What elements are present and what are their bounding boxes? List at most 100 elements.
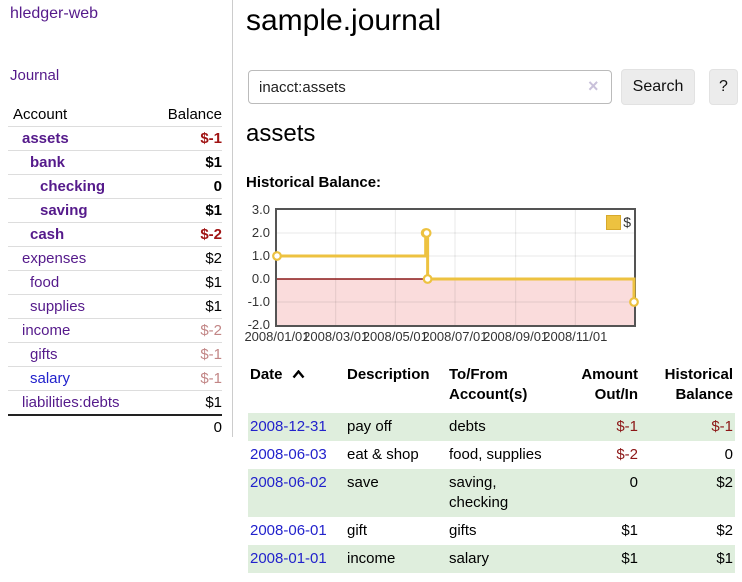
transaction-date-link[interactable]: 2008-06-03: [250, 446, 327, 463]
account-row-food: food $1: [8, 270, 222, 295]
accounts-total-balance: 0: [213, 419, 222, 436]
register-row[interactable]: 2008-06-02 save saving, checking 0 $2: [248, 469, 735, 517]
account-row-saving: saving $1: [8, 198, 222, 223]
account-row-income: income $-2: [8, 318, 222, 343]
transaction-balance: $1: [716, 550, 733, 567]
account-balance: 0: [213, 178, 222, 195]
account-balance: $1: [205, 394, 222, 411]
transaction-description: gift: [347, 522, 368, 539]
account-row-checking: checking 0: [8, 174, 222, 199]
accounts-header-row: Account Balance: [8, 103, 222, 127]
y-axis-tick-label: 3.0: [251, 202, 270, 217]
account-heading: assets: [246, 120, 316, 147]
historical-column-header: Historical Balance: [664, 366, 733, 403]
chart-title: Historical Balance:: [246, 174, 382, 191]
x-axis-tick-label: 2008/11/01: [543, 329, 608, 344]
legend-label: $: [623, 214, 631, 230]
page-title: sample.journal: [246, 4, 442, 37]
chart-canvas: [272, 210, 639, 325]
x-axis-tick-label: 2008/05/01: [362, 329, 428, 344]
account-balance: $1: [205, 202, 222, 219]
accounts-table: Account Balance assets $-1 bank $1 check…: [8, 103, 222, 439]
account-balance: $1: [205, 274, 222, 291]
y-axis-tick-label: 2.0: [251, 225, 270, 240]
historical-balance-chart: $: [272, 208, 639, 327]
transaction-description: save: [347, 474, 379, 491]
account-row-bank: bank $1: [8, 150, 222, 175]
transaction-balance: 0: [724, 446, 733, 463]
account-link-gifts[interactable]: gifts: [30, 346, 58, 363]
transaction-description: eat & shop: [347, 446, 419, 463]
app-title-link[interactable]: hledger-web: [10, 5, 99, 22]
sort-ascending-icon: [292, 369, 305, 379]
y-axis-tick-label: -1.0: [247, 294, 270, 309]
amount-column-header: Amount Out/In: [581, 366, 638, 403]
clear-search-icon[interactable]: ×: [588, 76, 599, 96]
register-table: Date Description To/From Account(s) Amou…: [248, 362, 735, 573]
account-row-supplies: supplies $1: [8, 294, 222, 319]
register-row[interactable]: 2008-06-01 gift gifts $1 $2: [248, 517, 735, 545]
transaction-description: pay off: [347, 418, 392, 435]
account-balance: $1: [205, 154, 222, 171]
balance-column-header: Balance: [167, 106, 222, 123]
transaction-balance: $2: [716, 522, 733, 539]
transaction-amount: 0: [629, 474, 638, 491]
transaction-date-link[interactable]: 2008-06-02: [250, 474, 327, 491]
accounts-column-header: To/From Account(s): [449, 366, 528, 403]
y-axis-tick-label: -2.0: [247, 317, 270, 332]
x-axis-tick-label: 2008/01/01: [244, 329, 310, 344]
legend-swatch-icon: [606, 214, 622, 230]
register-header-row: Date Description To/From Account(s) Amou…: [248, 362, 735, 413]
account-balance: $-1: [200, 370, 222, 387]
transaction-amount: $-1: [616, 418, 638, 435]
account-link-liabilities-debts[interactable]: liabilities:debts: [22, 394, 120, 411]
account-row-liabilities-debts: liabilities:debts $1: [8, 390, 222, 416]
register-row[interactable]: 2008-12-31 pay off debts $-1 $-1: [248, 413, 735, 441]
register-row[interactable]: 2008-06-03 eat & shop food, supplies $-2…: [248, 441, 735, 469]
y-axis-tick-label: 0.0: [251, 271, 270, 286]
transaction-accounts: debts: [449, 418, 486, 435]
account-link-assets[interactable]: assets: [22, 130, 69, 147]
account-balance: $-2: [200, 226, 222, 243]
transaction-accounts: gifts: [449, 522, 477, 539]
transaction-date-link[interactable]: 2008-01-01: [250, 550, 327, 567]
account-link-checking[interactable]: checking: [40, 178, 106, 195]
account-balance: $-1: [200, 346, 222, 363]
transaction-amount: $1: [621, 550, 638, 567]
account-column-header: Account: [13, 106, 68, 123]
account-link-salary[interactable]: salary: [30, 370, 71, 387]
description-column-header: Description: [347, 366, 430, 383]
account-link-saving[interactable]: saving: [40, 202, 88, 219]
account-row-assets: assets $-1: [8, 126, 222, 151]
help-button[interactable]: ?: [709, 69, 738, 105]
transaction-balance: $2: [716, 474, 733, 491]
transaction-balance: $-1: [711, 418, 733, 435]
search-button[interactable]: Search: [621, 69, 695, 105]
accounts-total-row: 0: [8, 415, 222, 439]
sidebar-divider: [232, 0, 233, 437]
search-input[interactable]: [248, 70, 612, 104]
account-balance: $1: [205, 298, 222, 315]
transaction-amount: $1: [621, 522, 638, 539]
register-row[interactable]: 2008-01-01 income salary $1 $1: [248, 545, 735, 573]
y-axis-tick-label: 1.0: [251, 248, 270, 263]
transaction-amount: $-2: [616, 446, 638, 463]
account-link-income[interactable]: income: [22, 322, 71, 339]
account-link-expenses[interactable]: expenses: [22, 250, 87, 267]
account-link-bank[interactable]: bank: [30, 154, 66, 171]
transaction-date-link[interactable]: 2008-12-31: [250, 418, 327, 435]
chart-legend: $: [606, 214, 631, 230]
transaction-accounts: salary: [449, 550, 490, 567]
sidebar-item-journal[interactable]: Journal: [10, 67, 60, 84]
transaction-date-link[interactable]: 2008-06-01: [250, 522, 327, 539]
account-row-gifts: gifts $-1: [8, 342, 222, 367]
account-link-cash[interactable]: cash: [30, 226, 65, 243]
transaction-description: income: [347, 550, 396, 567]
account-link-supplies[interactable]: supplies: [30, 298, 86, 315]
account-balance: $2: [205, 250, 222, 267]
account-link-food[interactable]: food: [30, 274, 60, 291]
transaction-accounts: food, supplies: [449, 446, 542, 463]
x-axis-tick-label: 2008/03/01: [303, 329, 369, 344]
date-column-header[interactable]: Date: [248, 362, 345, 413]
account-balance: $-2: [200, 322, 222, 339]
